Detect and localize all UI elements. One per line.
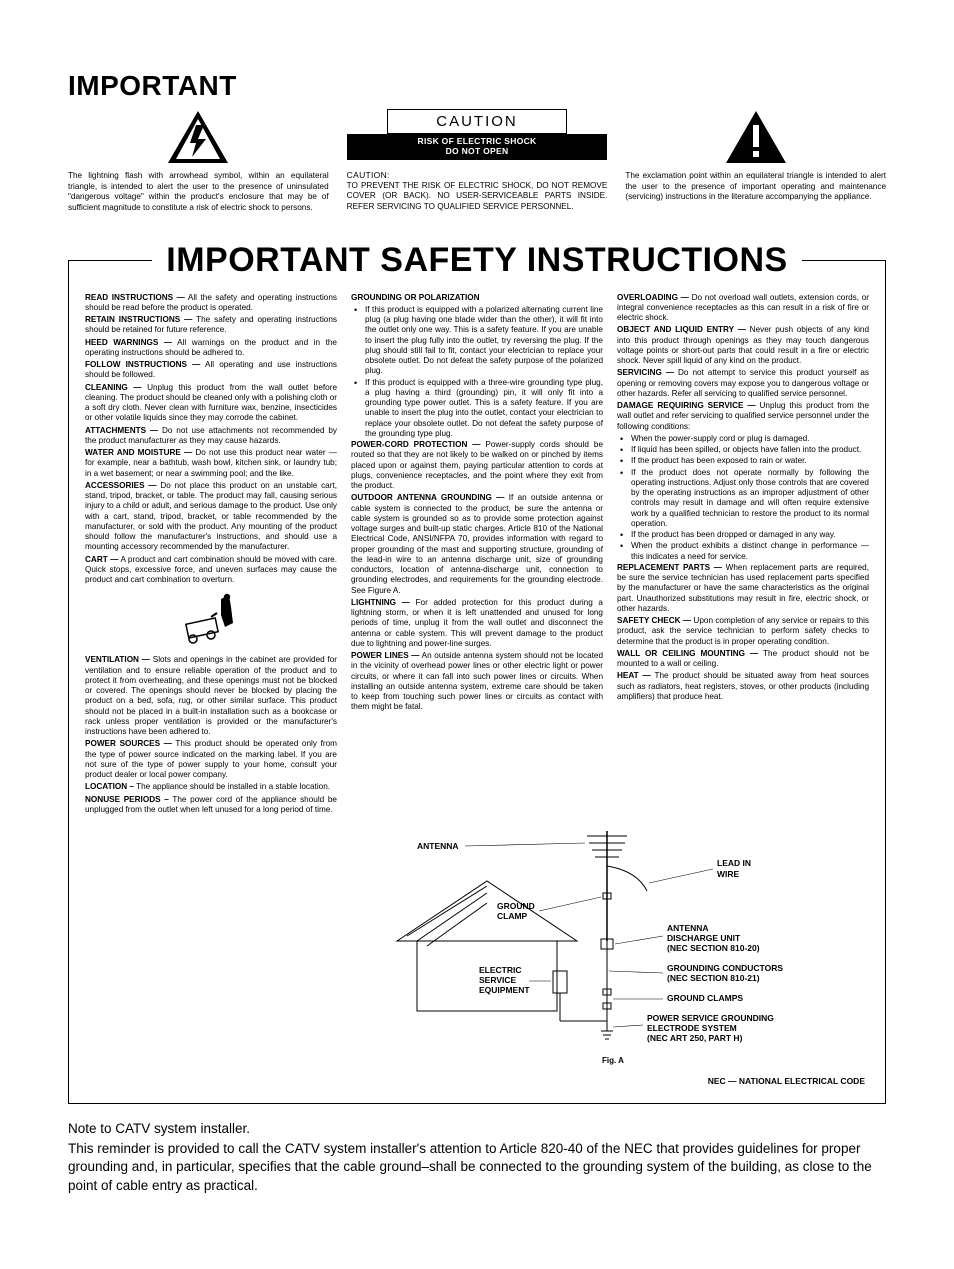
obj-lead: OBJECT AND LIQUID ENTRY — [617,325,746,334]
svg-text:CLAMP: CLAMP [497,911,528,921]
svg-text:POWER SERVICE GROUNDING: POWER SERVICE GROUNDING [647,1013,774,1023]
column-3: OVERLOADING — Do not overload wall outle… [617,293,869,818]
heed-lead: HEED WARNINGS — [85,338,172,347]
cart-body: A product and cart combination should be… [85,555,337,585]
wall-lead: WALL OR CEILING MOUNTING — [617,649,758,658]
plines-lead: POWER LINES — [351,651,419,660]
safety-frame: IMPORTANT SAFETY INSTRUCTIONS READ INSTR… [68,260,886,1104]
grounding-b2: If this product is equipped with a three… [365,378,603,440]
retain-lead: RETAIN INSTRUCTIONS — [85,315,192,324]
nec-footer: NEC — NATIONAL ELECTRICAL CODE [357,1076,869,1087]
acc-body: Do not place this product on an unstable… [85,481,337,552]
power-lead: POWER SOURCES — [85,739,172,748]
cart-tip-icon [85,591,337,647]
serv-lead: SERVICING — [617,368,674,377]
dmg-li3: If the product has been exposed to rain … [631,456,869,466]
read-lead: READ INSTRUCTIONS — [85,293,185,302]
nonuse-lead: NONUSE PERIODS – [85,795,169,804]
lightning-column: The lightning flash with arrowhead symbo… [68,109,329,214]
caution-column: CAUTION RISK OF ELECTRIC SHOCK DO NOT OP… [347,109,608,214]
heat-lead: HEAT — [617,671,651,680]
caution-risk-line1: RISK OF ELECTRIC SHOCK [347,136,608,147]
catv-note-title: Note to CATV system installer. [68,1120,886,1138]
page-container: IMPORTANT The lightning flash with arrow… [68,68,886,1195]
pcord-lead: POWER-CORD PROTECTION — [351,440,480,449]
attach-lead: ATTACHMENTS — [85,426,158,435]
catv-note: Note to CATV system installer. This remi… [68,1120,886,1195]
exclamation-column: The exclamation point within an equilate… [625,109,886,214]
catv-note-body: This reminder is provided to call the CA… [68,1140,886,1195]
caution-box: CAUTION RISK OF ELECTRIC SHOCK DO NOT OP… [347,109,608,160]
oag-lead: OUTDOOR ANTENNA GROUNDING — [351,493,504,502]
svg-text:(NEC ART 250, PART H): (NEC ART 250, PART H) [647,1033,743,1043]
svg-text:GROUND CLAMPS: GROUND CLAMPS [667,993,743,1003]
fig-a-caption: Fig. A [357,1056,869,1066]
dmg-li4: If the product does not operate normally… [631,468,869,530]
caution-box-title: CAUTION [387,109,567,134]
caution-label: CAUTION: [347,170,608,181]
svg-text:EQUIPMENT: EQUIPMENT [479,985,530,995]
svg-text:ELECTRODE SYSTEM: ELECTRODE SYSTEM [647,1023,737,1033]
exclamation-text: The exclamation point within an equilate… [625,171,886,203]
dmg-li1: When the power-supply cord or plug is da… [631,434,869,444]
dmg-lead: DAMAGE REQUIRING SERVICE — [617,401,756,410]
exclamation-icon [625,109,886,165]
svg-text:DISCHARGE UNIT: DISCHARGE UNIT [667,933,741,943]
light-lead: LIGHTNING — [351,598,410,607]
loc-lead: LOCATION – [85,782,134,791]
caution-risk-line2: DO NOT OPEN [347,146,608,157]
grounding-head: GROUNDING OR POLARIZATION [351,293,603,303]
water-lead: WATER AND MOISTURE — [85,448,192,457]
safe-lead: SAFETY CHECK — [617,616,691,625]
column-1: READ INSTRUCTIONS — All the safety and o… [85,293,337,818]
svg-text:SERVICE: SERVICE [479,975,516,985]
cart-lead: CART — [85,555,118,564]
over-lead: OVERLOADING — [617,293,689,302]
acc-lead: ACCESSORIES — [85,481,157,490]
svg-text:WIRE: WIRE [717,869,740,879]
svg-text:(NEC SECTION 810-21): (NEC SECTION 810-21) [667,973,760,983]
svg-text:ANTENNA: ANTENNA [667,923,709,933]
svg-text:(NEC SECTION 810-20): (NEC SECTION 810-20) [667,943,760,953]
grounding-b1: If this product is equipped with a polar… [365,305,603,377]
follow-lead: FOLLOW INSTRUCTIONS — [85,360,200,369]
vent-lead: VENTILATION — [85,655,150,664]
svg-text:GROUNDING CONDUCTORS: GROUNDING CONDUCTORS [667,963,783,973]
frame-title: IMPORTANT SAFETY INSTRUCTIONS [152,241,801,279]
vent-body: Slots and openings in the cabinet are pr… [85,655,337,736]
clean-lead: CLEANING — [85,383,142,392]
oag-body: If an outside antenna or cable system is… [351,493,603,594]
column-2: GROUNDING OR POLARIZATION If this produc… [351,293,603,818]
svg-text:ELECTRIC: ELECTRIC [479,965,522,975]
dmg-li2: If liquid has been spilled, or objects h… [631,445,869,455]
dmg-li5: If the product has been dropped or damag… [631,530,869,540]
caution-box-risk: RISK OF ELECTRIC SHOCK DO NOT OPEN [347,134,608,160]
plines-body: An outside antenna system should not be … [351,651,603,711]
lightning-text: The lightning flash with arrowhead symbo… [68,171,329,214]
svg-text:ANTENNA: ANTENNA [417,841,459,851]
lightning-icon [68,109,329,165]
heat-body: The product should be situated away from… [617,671,869,701]
rep-lead: REPLACEMENT PARTS — [617,563,722,572]
top-row: The lightning flash with arrowhead symbo… [68,109,886,214]
columns: READ INSTRUCTIONS — All the safety and o… [85,293,869,818]
caution-text: TO PREVENT THE RISK OF ELECTRIC SHOCK, D… [347,181,608,213]
loc-body: The appliance should be installed in a s… [136,782,330,791]
svg-text:GROUND: GROUND [497,901,535,911]
antenna-diagram: ANTENNA LEAD IN WIRE GROUND CLAMP ANTENN… [357,821,869,1087]
important-heading: IMPORTANT [68,68,886,103]
svg-text:LEAD IN: LEAD IN [717,858,751,868]
dmg-li6: When the product exhibits a distinct cha… [631,541,869,562]
